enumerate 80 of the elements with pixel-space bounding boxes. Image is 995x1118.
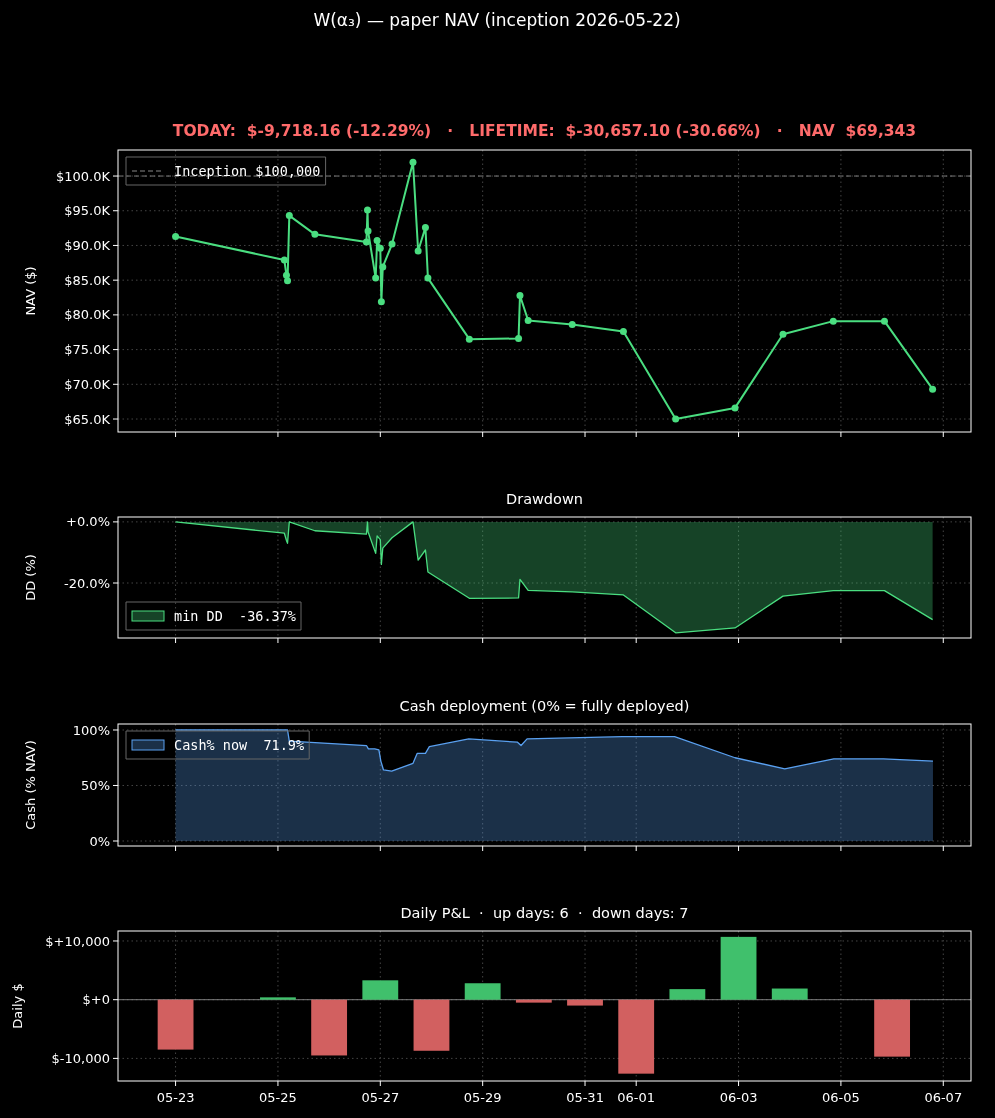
bar — [669, 989, 706, 1000]
bar — [157, 999, 194, 1050]
point — [379, 263, 387, 271]
point — [373, 237, 381, 245]
y-axis-title: DD (%) — [23, 554, 38, 601]
point — [829, 317, 837, 325]
y-tick-label: $65.0K — [64, 411, 111, 427]
chart-subtitle: TODAY: $-9,718.16 (-12.29%) · LIFETIME: $-30,657.10 (-30.66%) · NAV $69,343 — [172, 122, 917, 140]
point — [172, 232, 180, 240]
point — [372, 274, 380, 282]
chart-title: Drawdown — [506, 491, 583, 507]
bar — [874, 999, 911, 1057]
bar — [464, 983, 501, 1000]
y-tick-label: $75.0K — [64, 342, 111, 358]
point — [515, 334, 523, 342]
x-tick-label: 06-05 — [822, 1090, 860, 1105]
y-tick-label: $-10,000 — [51, 1050, 110, 1066]
y-tick-label: +0.0% — [66, 514, 110, 530]
point — [414, 247, 422, 255]
bar — [567, 999, 603, 1006]
point — [364, 227, 372, 235]
y-tick-label: $100.0K — [55, 168, 111, 184]
y-tick-label: -20.0% — [64, 575, 110, 591]
ref-line-label: Inception $100,000 — [174, 162, 321, 179]
x-tick-label: 05-27 — [361, 1090, 400, 1105]
x-tick-label: 06-03 — [719, 1090, 758, 1105]
y-tick-label: $+0 — [82, 992, 110, 1008]
point — [424, 274, 432, 282]
point — [524, 316, 532, 324]
bar — [260, 997, 296, 1000]
bar — [720, 936, 757, 1000]
bar — [413, 999, 450, 1051]
bar — [515, 999, 552, 1003]
point — [376, 244, 384, 252]
point — [619, 328, 627, 336]
y-tick-label: 100% — [72, 722, 110, 738]
point — [880, 317, 888, 325]
y-axis-title: Daily $ — [10, 983, 25, 1029]
y-tick-label: $70.0K — [64, 376, 111, 392]
y-tick-label: 50% — [81, 778, 110, 794]
point — [364, 206, 371, 214]
x-tick-label: 05-25 — [259, 1090, 297, 1105]
y-axis-title: Cash (% NAV) — [23, 740, 38, 830]
point — [465, 335, 473, 343]
point — [779, 330, 787, 338]
x-tick-label: 06-01 — [617, 1090, 656, 1105]
y-tick-label: $+10,000 — [45, 933, 110, 949]
y-axis-title: NAV ($) — [23, 266, 38, 316]
legend-label: Cash% now 71.9% — [174, 736, 305, 753]
y-tick-label: $80.0K — [64, 307, 111, 323]
bar — [771, 988, 808, 1000]
y-tick-label: $85.0K — [64, 272, 111, 288]
point — [731, 404, 739, 412]
x-tick-label: 05-31 — [566, 1090, 604, 1105]
point — [377, 298, 385, 306]
point — [516, 291, 524, 299]
y-tick-label: $95.0K — [64, 203, 111, 219]
y-tick-label: $90.0K — [64, 238, 111, 254]
point — [285, 212, 293, 220]
x-tick-label: 05-23 — [156, 1090, 195, 1105]
point — [311, 230, 319, 238]
x-tick-label: 06-07 — [924, 1090, 963, 1105]
point — [284, 277, 292, 285]
point — [280, 256, 288, 264]
chart-title: Cash deployment (0% = fully deployed) — [399, 698, 690, 714]
bar — [311, 999, 348, 1056]
point — [388, 240, 396, 248]
point — [421, 223, 429, 231]
point — [672, 415, 680, 423]
x-tick-label: 05-29 — [463, 1090, 502, 1105]
point — [362, 238, 370, 246]
point — [929, 385, 937, 393]
chart-title: W(α₃) — paper NAV (inception 2026-05-22) — [313, 10, 681, 30]
legend-label: min DD -36.37% — [174, 607, 296, 624]
y-tick-label: 0% — [89, 833, 110, 849]
chart-title: Daily P&L · up days: 6 · down days: 7 — [400, 905, 689, 921]
point — [568, 321, 576, 329]
bar — [618, 999, 655, 1074]
bar — [362, 980, 399, 1000]
point — [409, 158, 417, 166]
